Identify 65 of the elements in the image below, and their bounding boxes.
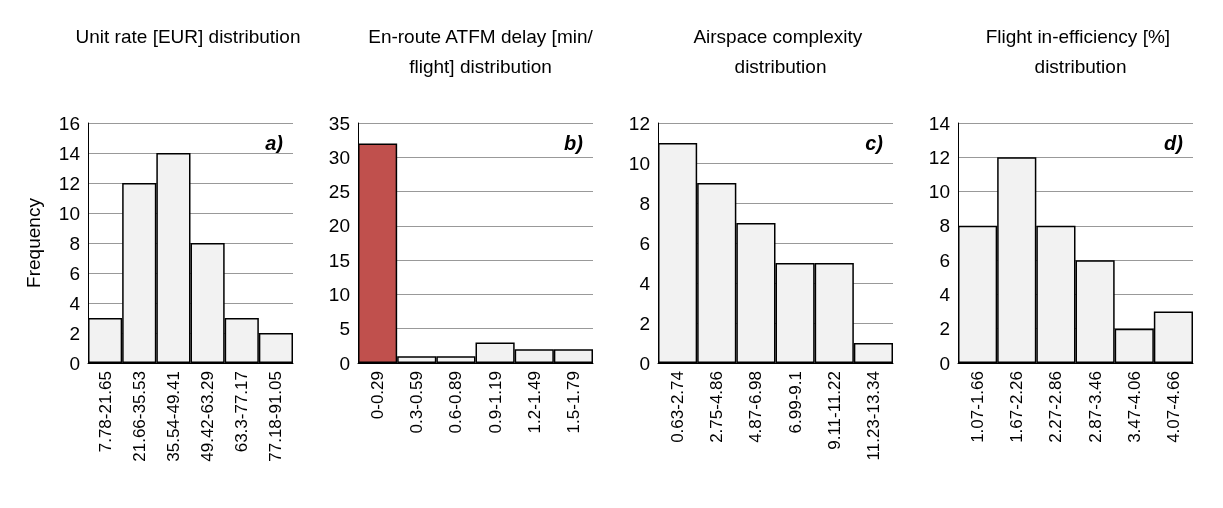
x-tick-label: 6.99-9.1 bbox=[785, 371, 805, 434]
y-tick-label: 2 bbox=[939, 318, 950, 340]
y-tick-label: 8 bbox=[639, 192, 650, 214]
x-tick-label: 4.87-6.98 bbox=[746, 371, 766, 443]
x-tick-label: 77.18-91.05 bbox=[266, 371, 286, 462]
x-tick-label: 21.66-35.53 bbox=[129, 371, 149, 462]
y-tick-label: 14 bbox=[928, 112, 951, 134]
y-tick-label: 14 bbox=[58, 142, 81, 164]
x-tick-label: 4.07-4.66 bbox=[1163, 371, 1183, 443]
y-tick-label: 6 bbox=[939, 249, 950, 271]
x-tick-label: 3.47-4.06 bbox=[1124, 371, 1144, 443]
y-tick-label: 10 bbox=[628, 152, 650, 174]
x-tick-label: 0-0.29 bbox=[368, 371, 388, 420]
y-tick-label: 30 bbox=[328, 146, 350, 168]
annotation: b) bbox=[564, 132, 584, 154]
y-tick-label: 12 bbox=[928, 146, 950, 168]
x-tick-label: 1.07-1.66 bbox=[968, 371, 988, 443]
y-tick-label: 15 bbox=[328, 249, 350, 271]
x-tick-label: 2.75-4.86 bbox=[707, 371, 727, 443]
annotation: c) bbox=[865, 132, 884, 154]
annotation: d) bbox=[1164, 132, 1184, 154]
y-tick-label: 6 bbox=[639, 232, 650, 254]
x-tick-label: 1.67-2.26 bbox=[1007, 371, 1027, 443]
y-tick-label: 12 bbox=[628, 112, 650, 134]
y-tick-label: 25 bbox=[328, 181, 350, 203]
y-tick-label: 4 bbox=[69, 292, 81, 314]
x-tick-label: 2.87-3.46 bbox=[1085, 371, 1105, 443]
y-tick-label: 4 bbox=[639, 272, 651, 294]
y-tick-label: 10 bbox=[928, 181, 950, 203]
y-tick-label: 20 bbox=[328, 215, 350, 237]
x-tick-label: 0.3-0.59 bbox=[407, 371, 427, 434]
x-tick-label: 9.11-11.22 bbox=[824, 371, 844, 450]
chart-title: Flight in-efficiency [%] distribution bbox=[985, 25, 1176, 77]
x-tick-label: 49.42-63.29 bbox=[198, 371, 218, 462]
y-tick-label: 8 bbox=[939, 215, 950, 237]
y-tick-label: 0 bbox=[939, 352, 950, 374]
x-tick-label: 0.9-1.19 bbox=[485, 371, 505, 434]
y-tick-label: 0 bbox=[339, 352, 350, 374]
chart-title: Unit rate [EUR] distribution bbox=[75, 25, 301, 47]
y-tick-label: 2 bbox=[639, 312, 650, 334]
y-tick-label: 35 bbox=[328, 112, 350, 134]
x-tick-label: 0.63-2.74 bbox=[668, 371, 688, 443]
y-tick-label: 10 bbox=[328, 283, 350, 305]
chart-title: En-route ATFM delay [min/flight] distribution bbox=[368, 25, 594, 77]
x-tick-label: 1.5-1.79 bbox=[563, 371, 583, 434]
annotation: a) bbox=[265, 132, 284, 154]
x-tick-label: 7.78-21.65 bbox=[95, 371, 115, 453]
y-tick-label: 10 bbox=[58, 202, 80, 224]
y-tick-label: 16 bbox=[58, 112, 80, 134]
y-tick-label: 2 bbox=[69, 322, 80, 344]
x-tick-label: 1.2-1.49 bbox=[524, 371, 544, 434]
y-tick-label: 5 bbox=[339, 318, 350, 340]
x-tick-label: 0.6-0.89 bbox=[446, 371, 466, 434]
chart-title: Airspace complexity distribution bbox=[693, 25, 868, 77]
x-tick-label: 11.23-13.34 bbox=[863, 371, 883, 461]
x-tick-label: 35.54-49.41 bbox=[163, 371, 183, 462]
y-axis-title: Frequency bbox=[23, 197, 44, 288]
x-tick-label: 2.27-2.86 bbox=[1046, 371, 1066, 443]
y-tick-label: 6 bbox=[69, 262, 80, 284]
y-tick-label: 0 bbox=[69, 352, 80, 374]
y-tick-label: 4 bbox=[939, 283, 951, 305]
y-tick-label: 8 bbox=[69, 232, 80, 254]
y-tick-label: 0 bbox=[639, 352, 650, 374]
y-tick-label: 12 bbox=[58, 172, 80, 194]
x-tick-label: 63.3-77.17 bbox=[232, 371, 252, 453]
